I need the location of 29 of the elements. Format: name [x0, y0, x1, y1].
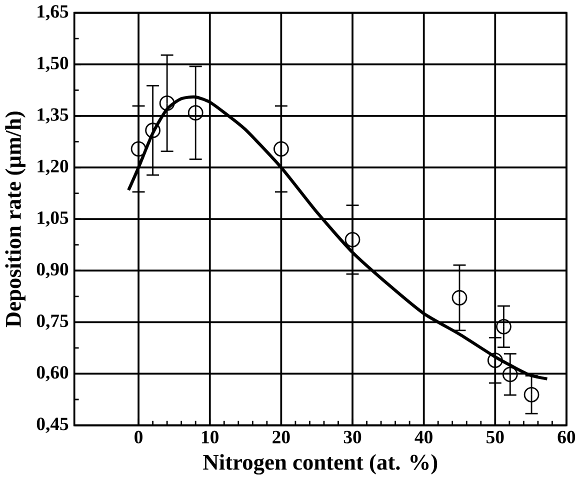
- point: [188, 105, 204, 121]
- point: [273, 141, 289, 157]
- y-tick-label: 0,45: [36, 418, 68, 434]
- y-tick-label: 1,20: [38, 160, 68, 176]
- point: [502, 366, 518, 382]
- point: [496, 319, 512, 334]
- y-tick-label: 0,90: [36, 263, 68, 278]
- x-tick-label: 60: [558, 430, 576, 444]
- x-tick-label: 40: [414, 430, 432, 444]
- x-axis-title: Nitrogen content (at. %): [203, 454, 438, 475]
- point: [130, 141, 146, 157]
- y-tick-label: 0,60: [36, 366, 68, 382]
- point: [524, 387, 540, 403]
- y-tick-label: 1,65: [38, 5, 68, 21]
- x-tick-label: 50: [486, 430, 504, 444]
- point: [145, 122, 160, 138]
- x-tick-label: 0: [134, 430, 142, 444]
- point: [452, 290, 468, 306]
- y-tick-label: 0,75: [36, 314, 68, 330]
- x-tick-label: 20: [272, 430, 290, 444]
- y-tick-label: 1,05: [38, 212, 68, 227]
- point: [159, 96, 175, 112]
- y-tick-label: 1,35: [38, 108, 68, 124]
- point: [487, 352, 503, 368]
- point: [344, 232, 360, 248]
- y-tick-label: 1,50: [38, 56, 68, 72]
- y-axis-title: Deposition rate (µm/h): [5, 112, 26, 328]
- x-tick-label: 30: [344, 430, 362, 444]
- x-tick-label: 10: [202, 430, 218, 444]
